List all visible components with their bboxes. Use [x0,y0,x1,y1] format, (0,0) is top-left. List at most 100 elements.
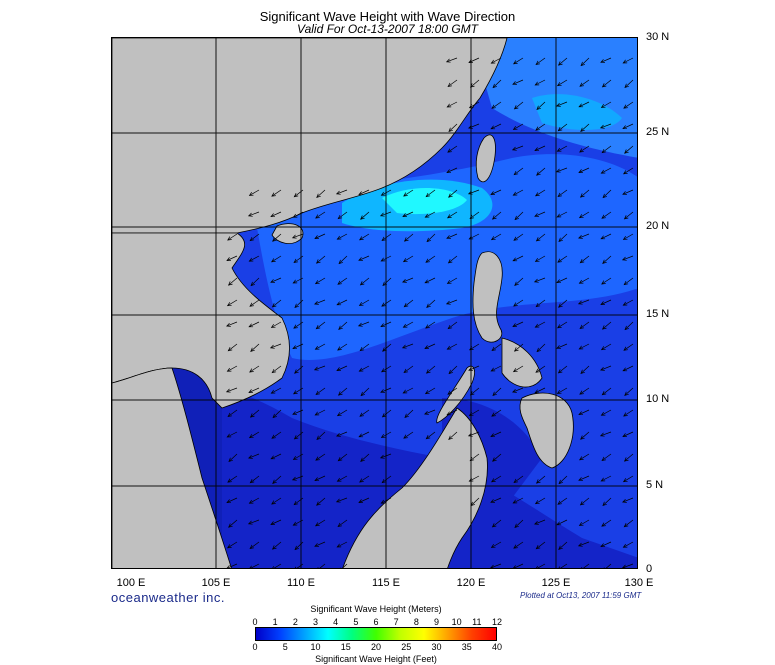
wave-arrow-head [622,564,627,568]
wave-arrow [558,123,568,132]
wave-arrow-head [294,369,299,374]
lat-label-0: 0 [646,563,653,575]
wave-arrow [360,387,370,396]
wave-arrow [272,541,282,550]
wave-arrow-head [227,544,232,549]
wave-arrow [470,79,480,88]
wave-arrow [492,79,502,88]
wave-arrow-head [535,368,540,373]
wave-arrow-head [402,258,408,263]
wave-arrow-head [558,566,561,568]
wave-arrow [249,299,260,307]
borneo [342,407,488,568]
meter-tick: 0 [252,617,258,627]
wave-arrow-head [403,192,408,197]
wave-arrow-head [314,300,319,305]
wave-arrow-head [379,212,385,217]
wave-arrow-head [249,368,254,373]
wave-arrow [292,233,304,239]
wave-arrow [382,277,392,286]
wave-arrow-head [447,324,453,330]
wave-arrow [579,453,590,461]
wave-arrow-head [578,279,584,284]
wave-arrow-head [292,279,298,284]
wave-arrow [342,563,348,568]
wave-arrow-head [358,433,364,438]
wave-arrow-head [425,192,431,198]
wave-arrow [513,497,524,504]
wave-arrow-head [513,347,519,352]
wave-arrow-head [578,214,584,219]
wave-arrow-head [578,234,583,239]
feet-tick: 30 [431,642,442,652]
wave-arrow-head [511,146,517,151]
wave-arrow [623,57,634,64]
wave-arrow [534,145,546,151]
wave-arrow [448,189,458,198]
wave-arrow [250,277,260,286]
wave-arrow [514,101,524,110]
wave-arrow [491,101,502,109]
wave-arrow [558,365,568,374]
wave-arrow [227,409,238,417]
wave-arrow-head [336,477,342,482]
wave-arrow-head [447,82,453,87]
wave-arrow-head [425,324,430,329]
meter-tick: 5 [353,617,359,627]
wave-arrow-head [271,303,277,308]
wave-arrow-head [600,235,606,240]
wave-arrow-head [337,280,342,285]
wave-arrow-head [380,434,386,438]
wave-arrow [227,233,238,241]
wave-arrow [513,365,524,372]
wave-arrow-head [228,457,233,463]
wave-arrow [513,167,524,175]
wave-arrow [382,343,392,352]
wave-arrow [336,365,348,371]
hainan [271,223,304,244]
wave-arrow-head [534,81,540,86]
wave-arrow-head [314,345,320,350]
wave-arrow-head [250,347,255,352]
meter-tick: 6 [373,617,379,627]
wave-arrow-head [315,522,320,527]
wave-arrow [513,233,524,241]
wave-arrow [293,277,304,284]
wave-arrow [468,123,480,129]
wave-arrow [600,299,612,305]
wave-arrow [490,189,502,195]
wave-arrow [315,453,326,461]
wave-arrow-head [335,498,341,503]
wave-arrow [271,189,282,197]
wave-arrow-head [535,565,538,568]
wave-arrow-head [358,367,364,372]
wave-arrow [424,277,436,284]
wave-arrow-head [358,302,364,306]
wave-arrow [535,497,546,504]
wave-arrow-head [580,127,585,132]
wave-arrow [316,255,326,264]
wave-arrow-head [336,412,342,417]
wave-arrow-head [314,411,320,416]
wave-arrow [580,123,590,132]
wave-arrow-head [534,389,540,394]
wave-arrow [492,387,502,396]
wave-arrow [535,79,546,86]
wave-arrow-head [535,60,541,65]
wave-arrow-head [468,104,474,109]
wave-arrow-head [622,433,627,437]
wave-arrow [250,563,260,568]
wave-arrow-head [600,169,606,174]
wave-arrow [447,211,458,219]
lat-label-10n: 10 N [646,393,670,405]
wave-arrow-head [514,215,520,221]
feet-tick: 40 [491,642,502,652]
wave-arrow-head [313,366,319,371]
wave-arrow [557,321,568,329]
wave-arrow-head [491,523,497,528]
wave-arrow [380,321,392,327]
wave-arrow-head [271,500,276,505]
wave-arrow [447,101,458,108]
wave-arrow-head [623,280,629,286]
wave-arrow [578,541,590,547]
